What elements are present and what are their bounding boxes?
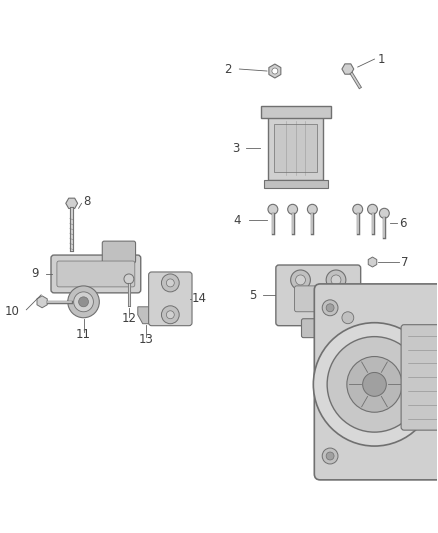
Circle shape <box>78 297 88 307</box>
FancyBboxPatch shape <box>264 181 328 188</box>
Text: 7: 7 <box>401 255 409 269</box>
Text: 2: 2 <box>224 62 231 76</box>
Circle shape <box>288 204 297 214</box>
Circle shape <box>379 208 389 218</box>
Circle shape <box>363 373 386 397</box>
Circle shape <box>367 204 378 214</box>
Circle shape <box>342 312 354 324</box>
Text: 1: 1 <box>378 53 385 66</box>
FancyBboxPatch shape <box>295 286 342 312</box>
Text: 14: 14 <box>192 292 207 305</box>
Text: 6: 6 <box>399 217 406 230</box>
Circle shape <box>162 306 179 324</box>
FancyBboxPatch shape <box>268 116 323 181</box>
FancyBboxPatch shape <box>261 106 331 118</box>
Text: 12: 12 <box>121 312 136 325</box>
Polygon shape <box>138 307 154 324</box>
Text: 10: 10 <box>4 305 19 318</box>
Text: 5: 5 <box>249 289 256 302</box>
Circle shape <box>326 270 346 290</box>
FancyBboxPatch shape <box>301 319 335 337</box>
Circle shape <box>162 274 179 292</box>
FancyBboxPatch shape <box>274 124 317 173</box>
Circle shape <box>291 270 311 290</box>
Text: 11: 11 <box>76 328 91 341</box>
Text: 9: 9 <box>32 268 39 280</box>
Circle shape <box>347 357 402 412</box>
FancyBboxPatch shape <box>51 255 141 293</box>
Circle shape <box>166 279 174 287</box>
Circle shape <box>331 275 341 285</box>
Circle shape <box>322 300 338 316</box>
FancyBboxPatch shape <box>102 241 136 263</box>
Text: 3: 3 <box>232 142 239 155</box>
Text: 8: 8 <box>84 195 91 208</box>
Circle shape <box>296 275 305 285</box>
FancyBboxPatch shape <box>401 325 438 430</box>
Text: 13: 13 <box>138 333 153 346</box>
Circle shape <box>327 337 422 432</box>
Circle shape <box>268 204 278 214</box>
Circle shape <box>124 274 134 284</box>
Text: 4: 4 <box>234 214 241 227</box>
FancyBboxPatch shape <box>314 284 438 480</box>
Circle shape <box>68 286 99 318</box>
Circle shape <box>322 448 338 464</box>
Circle shape <box>166 311 174 319</box>
Circle shape <box>313 322 436 446</box>
FancyBboxPatch shape <box>276 265 360 326</box>
Circle shape <box>326 452 334 460</box>
FancyBboxPatch shape <box>148 272 192 326</box>
Circle shape <box>272 68 278 74</box>
Circle shape <box>326 304 334 312</box>
FancyBboxPatch shape <box>57 261 135 287</box>
Circle shape <box>307 204 317 214</box>
Circle shape <box>353 204 363 214</box>
Circle shape <box>74 292 93 312</box>
